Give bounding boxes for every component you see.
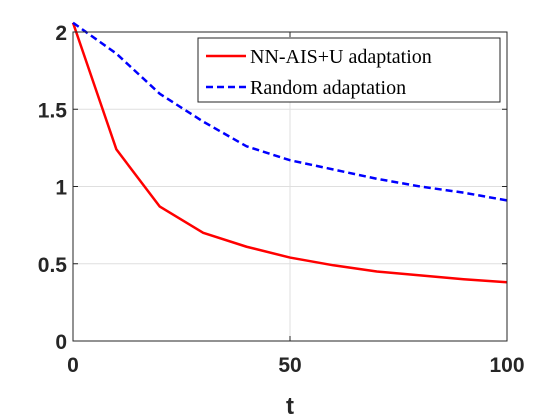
tick-marks	[72, 31, 508, 342]
legend-box	[197, 37, 501, 103]
x-tick-label: 0	[67, 354, 79, 377]
series-layer	[71, 21, 508, 284]
y-tick-label: 1	[55, 177, 67, 200]
tick-labels: 0 50 100 0 0.5 1 1.5 2	[38, 22, 525, 377]
x-axis-title: t	[286, 393, 294, 420]
y-tick-label: 0	[55, 331, 67, 354]
x-tick-label: 50	[278, 354, 301, 377]
y-tick-label: 1.5	[38, 99, 68, 122]
series-line-nn-ais-u	[71, 22, 508, 284]
y-tick-label: 2	[55, 22, 67, 45]
legend-label-nn-ais-u: NN-AIS+U adaptation	[250, 46, 432, 68]
y-tick-label: 0.5	[38, 254, 68, 277]
x-tick-label: 100	[489, 354, 524, 377]
legend-label-random: Random adaptation	[250, 77, 406, 99]
series-line-random	[72, 21, 508, 202]
legend: NN-AIS+U adaptation Random adaptation	[197, 37, 501, 103]
